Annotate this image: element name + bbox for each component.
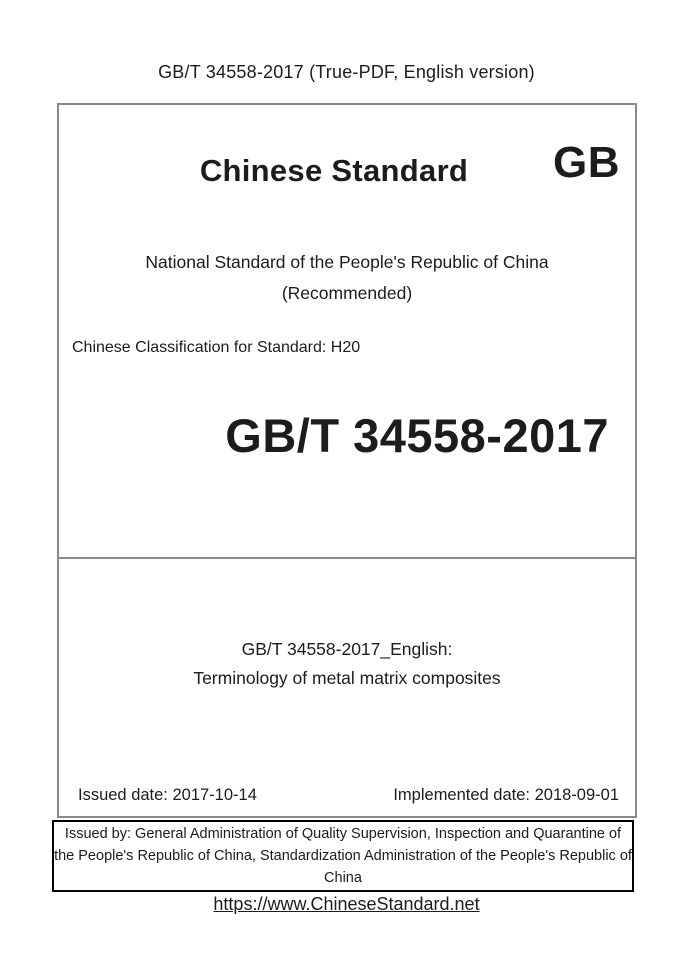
national-standard-line: National Standard of the People's Republ… [145, 252, 549, 272]
recommended-line: (Recommended) [281, 283, 413, 303]
english-title-line1: GB/T 34558-2017_English: [241, 639, 453, 659]
cover-box-top-section: Chinese Standard GB National Standard of… [59, 105, 635, 559]
issuer-text: Issued by: General Administration of Qua… [54, 826, 632, 886]
footer-link[interactable]: https://www.ChineseStandard.net [213, 894, 480, 914]
cover-box-bottom-section: GB/T 34558-2017_English: Terminology of … [59, 559, 635, 816]
english-title-line2: Terminology of metal matrix composites [193, 668, 501, 688]
english-title-block: GB/T 34558-2017_English: Terminology of … [59, 635, 635, 693]
brand-title: Chinese Standard [199, 153, 469, 188]
national-standard-block: National Standard of the People's Republ… [59, 247, 635, 309]
page-header-title: GB/T 34558-2017 (True-PDF, English versi… [158, 62, 535, 82]
dates-row: Issued date: 2017-10-14 Implemented date… [78, 786, 619, 805]
issued-date: Issued date: 2017-10-14 [78, 786, 257, 804]
cover-box: Chinese Standard GB National Standard of… [57, 103, 637, 818]
classification-line: Chinese Classification for Standard: H20 [72, 339, 361, 356]
implemented-date: Implemented date: 2018-09-01 [393, 786, 619, 804]
issuer-box: Issued by: General Administration of Qua… [52, 820, 634, 892]
gb-logo: GB [553, 138, 620, 187]
footer: https://www.ChineseStandard.net [0, 894, 693, 915]
standard-number: GB/T 34558-2017 [225, 409, 609, 462]
